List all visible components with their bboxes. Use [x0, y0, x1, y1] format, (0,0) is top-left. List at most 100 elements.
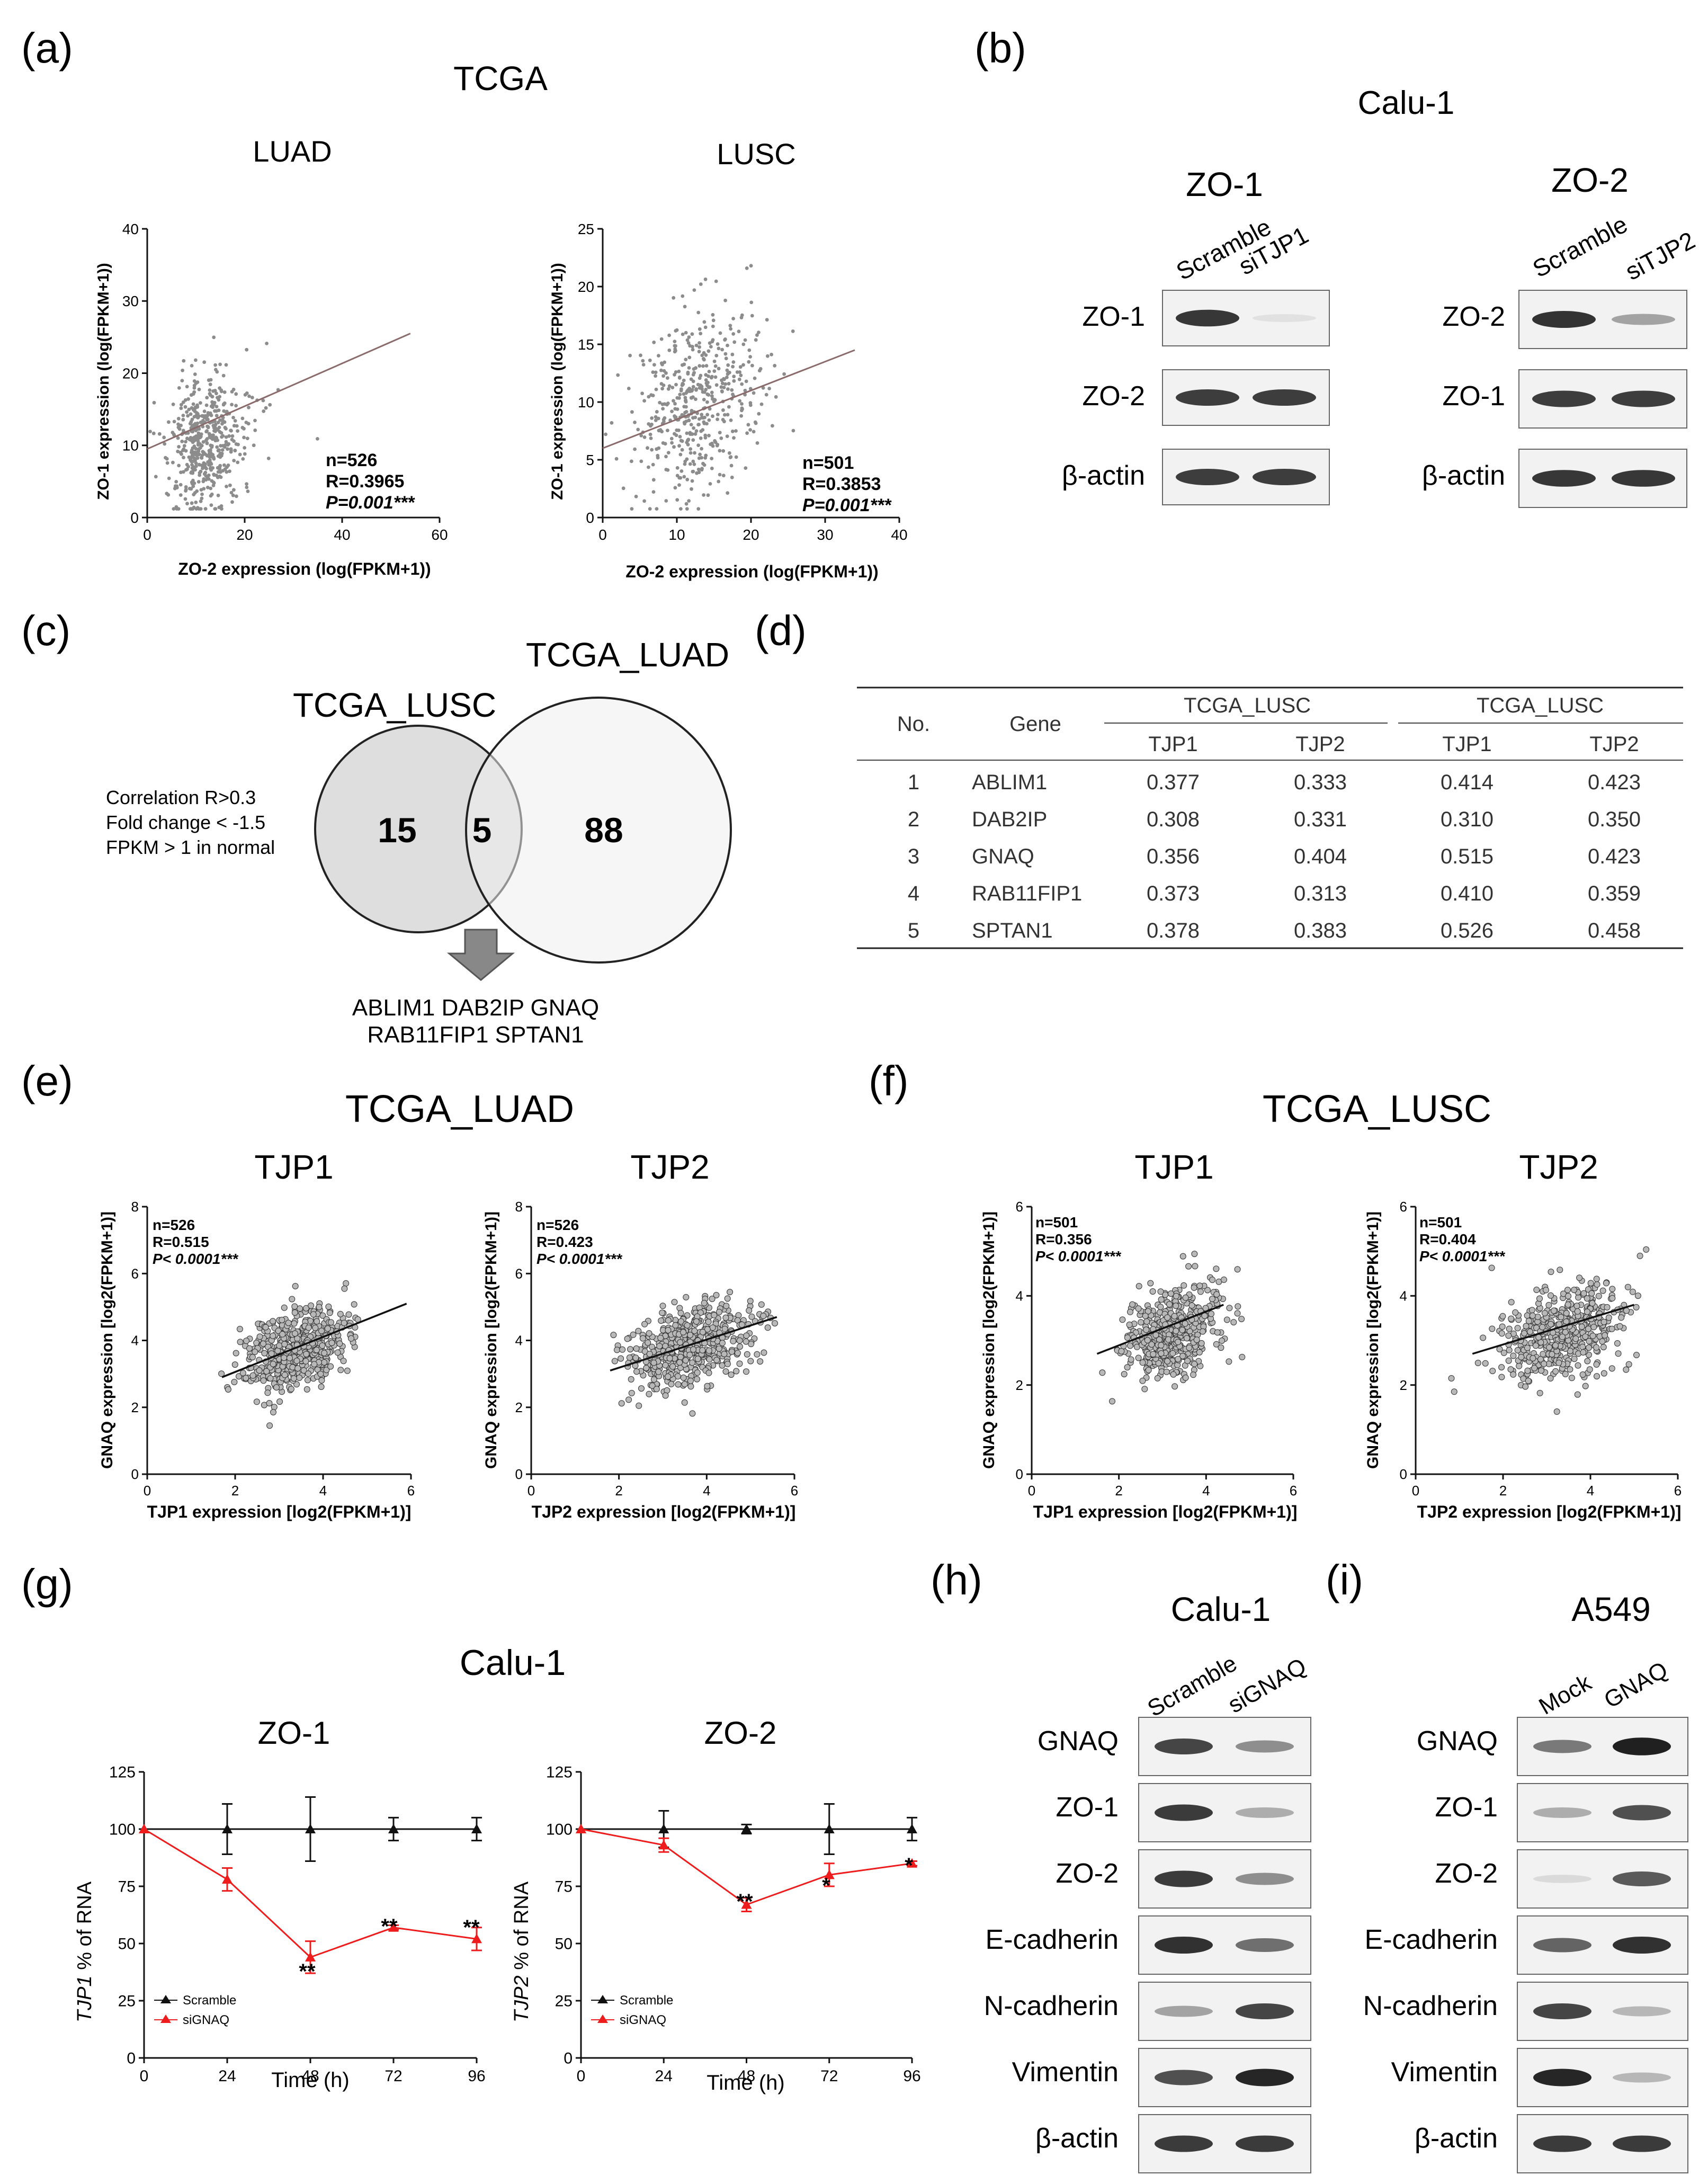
y-tick-label: 0 [130, 510, 139, 526]
blot-band [1236, 2003, 1294, 2019]
table-cell: 0.414 [1441, 771, 1494, 794]
data-point [196, 480, 201, 484]
data-point [214, 405, 219, 408]
table-cell: 0.378 [1147, 919, 1200, 942]
y-tick-label: 4 [1400, 1288, 1407, 1304]
data-point [345, 1311, 352, 1318]
data-point [217, 425, 221, 430]
data-point [1593, 1344, 1600, 1351]
f-tjp1-stat-p: P< 0.0001*** [1035, 1248, 1121, 1264]
data-point [721, 449, 726, 453]
data-point [649, 436, 653, 440]
a-lusc-stat-p: P=0.001*** [802, 495, 892, 515]
data-point [1530, 1355, 1536, 1362]
data-point [192, 468, 195, 472]
data-point [1144, 1337, 1151, 1344]
data-point [732, 340, 737, 344]
data-point [730, 352, 735, 356]
data-point [305, 1370, 311, 1377]
y-tick-label: 10 [122, 438, 139, 454]
data-point [337, 1311, 344, 1317]
data-point [234, 442, 238, 446]
data-point [1191, 1251, 1198, 1258]
data-point [697, 345, 701, 349]
data-point [205, 424, 209, 429]
data-point [164, 456, 167, 460]
data-point [682, 1357, 689, 1364]
data-point [738, 365, 743, 369]
data-point [659, 1309, 666, 1316]
data-point [734, 429, 738, 433]
data-point [672, 399, 675, 403]
data-point [706, 1356, 713, 1363]
data-point [185, 502, 189, 506]
data-point [669, 436, 674, 441]
table-cell: RAB11FIP1 [972, 882, 1082, 905]
blot-band [1236, 2069, 1294, 2087]
data-point [655, 1368, 662, 1375]
data-point [1238, 1316, 1245, 1322]
data-point [232, 488, 236, 492]
scatter-plot-lusc: 0 10 20 30 40 0 5 10 15 20 25 [578, 221, 908, 543]
data-point [628, 1389, 635, 1396]
data-point [691, 438, 695, 442]
data-point [223, 443, 227, 447]
data-point [705, 392, 710, 396]
data-point [200, 496, 204, 501]
data-point [189, 420, 193, 424]
data-point [183, 497, 187, 501]
data-point [388, 1922, 399, 1932]
y-tick-label: 2 [1016, 1377, 1023, 1393]
data-point [1208, 1311, 1214, 1317]
data-point [192, 481, 196, 485]
data-point [216, 493, 220, 497]
data-point [666, 387, 670, 391]
e-tjp2-ylabel: GNAQ expression [log2(FPKM+1)] [482, 1211, 500, 1469]
data-point [185, 410, 189, 414]
data-point [266, 1422, 273, 1429]
data-point [630, 410, 634, 414]
data-point [1184, 1335, 1190, 1342]
panel-b: (b) Calu-1 ZO-1 ZO-2 Scramble siTJP1 Scr… [974, 24, 1700, 508]
e-tjp1-stat-p: P< 0.0001*** [153, 1251, 238, 1267]
data-point [734, 455, 738, 459]
data-point [172, 420, 176, 424]
data-point [692, 426, 695, 430]
data-point [471, 1933, 482, 1944]
x-tick-label: 4 [1587, 1483, 1594, 1499]
data-point [199, 432, 203, 436]
data-point [630, 1331, 637, 1338]
table-cell: 0.410 [1441, 882, 1494, 905]
y-tick-label: 0 [1400, 1466, 1407, 1482]
data-point [194, 501, 198, 504]
data-point [706, 493, 710, 497]
data-point [209, 378, 213, 382]
data-point [225, 409, 229, 414]
table-cell: 0.308 [1147, 808, 1200, 831]
blot-band [1613, 1737, 1671, 1755]
data-point [646, 1351, 653, 1357]
data-point [691, 347, 695, 352]
data-point [719, 385, 723, 389]
data-point [276, 1398, 283, 1405]
data-point [634, 494, 638, 498]
data-point [227, 434, 231, 438]
data-point [648, 432, 652, 436]
table-cell: ABLIM1 [972, 771, 1047, 794]
data-point [1599, 1287, 1606, 1294]
data-point [764, 393, 768, 397]
data-point [344, 1367, 351, 1374]
data-point [694, 366, 697, 370]
data-point [182, 359, 186, 363]
data-point [690, 432, 694, 436]
data-point [687, 499, 691, 503]
data-point [701, 416, 705, 420]
data-point [182, 444, 186, 448]
data-point [1186, 1344, 1193, 1351]
y-tick-label: 6 [515, 1265, 523, 1281]
data-point [686, 341, 691, 345]
venn-count-overlap: 5 [472, 810, 492, 850]
x-tick-label: 4 [1202, 1483, 1210, 1499]
data-point [703, 325, 708, 329]
a-lusc-stat-n: n=501 [802, 453, 854, 473]
